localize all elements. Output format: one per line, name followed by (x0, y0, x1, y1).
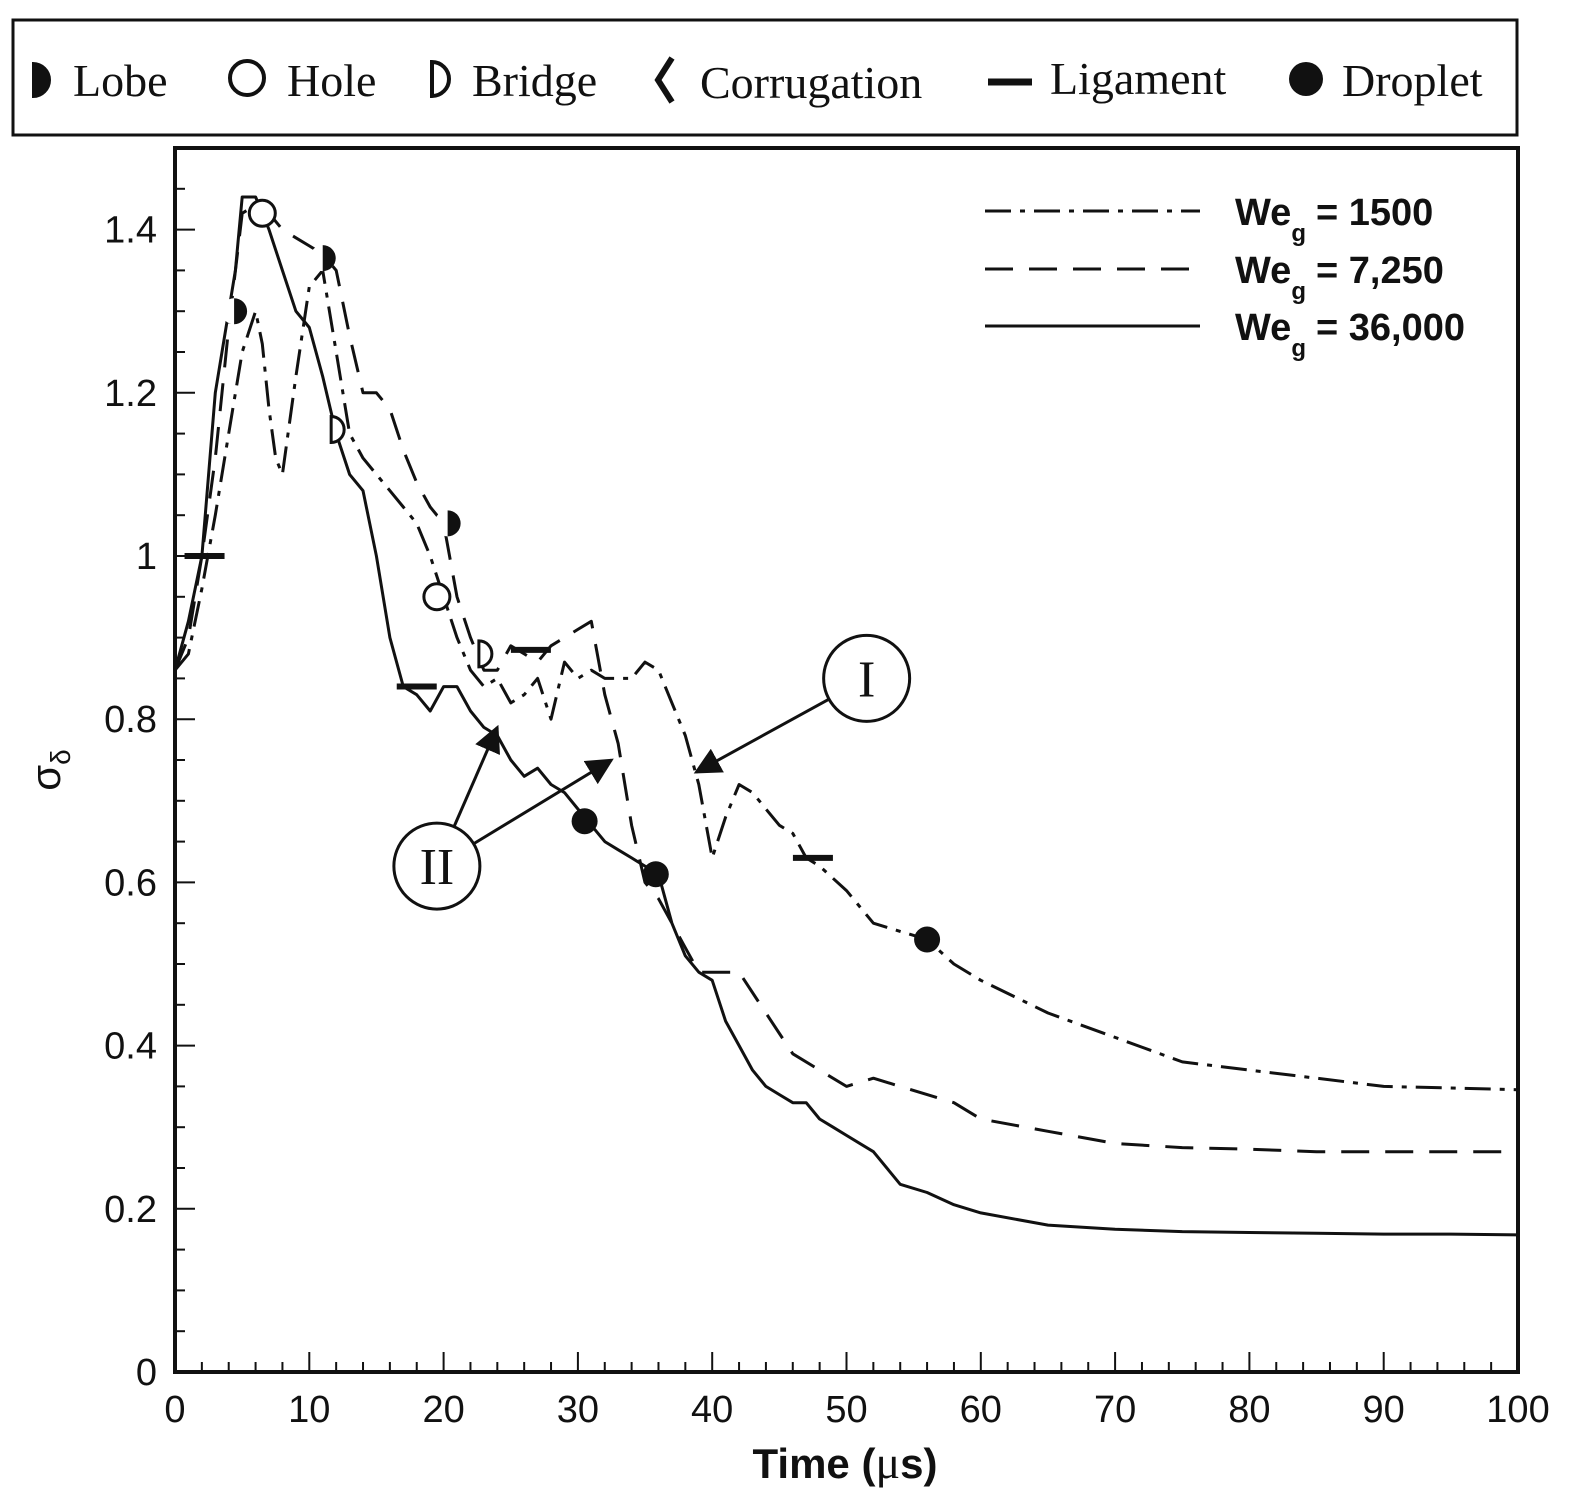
x-tick-label: 40 (691, 1389, 733, 1431)
y-axis-title-sub: δ (45, 749, 76, 765)
y-axis-title: σδ (22, 749, 76, 791)
x-tick-label: 90 (1363, 1389, 1405, 1431)
annotation-label: II (420, 839, 455, 896)
x-tick-label: 60 (960, 1389, 1002, 1431)
annotation-circle (392, 821, 482, 911)
annotation-arrow (452, 724, 500, 828)
svg-text:Weg= 7,250: Weg = 7,250 (1235, 250, 1444, 305)
droplet-legend-icon (1289, 62, 1323, 96)
y-tick-label: 1 (136, 536, 157, 578)
lobe-marker (309, 245, 336, 272)
markers-group (184, 198, 941, 953)
legend-hole-label: Hole (287, 55, 376, 106)
x-axis-title: Time (μs) (753, 1437, 938, 1488)
droplet-marker (914, 926, 941, 953)
y-tick-label: 1.2 (104, 373, 157, 415)
x-tick-label: 70 (1094, 1389, 1136, 1431)
hole-marker (422, 582, 452, 612)
lobe-marker (221, 298, 248, 325)
legend-we1500-main: We (1235, 192, 1291, 234)
legend-we36000-sub: g (1291, 335, 1306, 362)
y-axis-title-main: σ (22, 765, 69, 791)
y-tick-label: 0.8 (104, 699, 157, 741)
y-tick-label: 0.6 (104, 862, 157, 904)
svg-text:Weg= 36,000: Weg = 36,000 (1235, 307, 1465, 362)
legend-we7250-sub: g (1291, 278, 1306, 305)
annotation-label: I (858, 651, 875, 708)
annotations-group: III (392, 633, 912, 911)
legend-lobe-label: Lobe (73, 55, 168, 106)
x-tick-label: 10 (288, 1389, 330, 1431)
legend-we7250-main: We (1235, 250, 1291, 292)
lobe-marker (434, 510, 461, 537)
x-tick-label: 100 (1486, 1389, 1549, 1431)
legend-we7250-value: = 7,250 (1316, 250, 1444, 292)
y-tick-label: 0 (136, 1352, 157, 1394)
lobe-legend-icon (32, 61, 51, 99)
annotation-arrow (693, 697, 830, 774)
tick-labels: 0 10 20 30 40 50 60 70 80 90 100 0 0.2 0.4 0.6 0.8 1 1.2 1… (104, 210, 1550, 1431)
x-tick-label: 30 (557, 1389, 599, 1431)
legend-bridge-label: Bridge (472, 55, 597, 106)
bridge-marker (477, 639, 494, 669)
droplet-marker (642, 861, 669, 888)
droplet-marker (571, 808, 598, 835)
x-tick-label: 20 (422, 1389, 464, 1431)
legend-corrugation-label: Corrugation (700, 57, 922, 108)
x-axis-title-main: Time ( (753, 1440, 876, 1487)
hole-marker (247, 198, 277, 228)
x-axis-title-tail: s) (900, 1440, 937, 1487)
x-tick-label: 50 (825, 1389, 867, 1431)
legend-ligament-label: Ligament (1050, 53, 1226, 104)
x-axis-title-mu: μ (875, 1437, 900, 1488)
legend-we1500-value: = 1500 (1316, 192, 1433, 234)
legend-we1500-sub: g (1291, 220, 1306, 247)
corrugation-legend-icon (654, 56, 675, 104)
legend-we36000-value: = 36,000 (1316, 307, 1465, 349)
hole-legend-icon (228, 59, 266, 97)
legend-droplet-label: Droplet (1342, 55, 1483, 106)
svg-text:Weg= 1500: Weg = 1500 (1235, 192, 1433, 247)
y-tick-label: 0.2 (104, 1189, 157, 1231)
y-tick-label: 1.4 (104, 210, 157, 252)
legend-we36000-main: We (1235, 307, 1291, 349)
series-we1500-line (173, 268, 1519, 1092)
series-we7250-line (173, 203, 1518, 1154)
x-tick-label: 80 (1228, 1389, 1270, 1431)
y-tick-label: 0.4 (104, 1026, 157, 1068)
axis-ticks (174, 147, 1519, 1373)
bridge-marker (329, 415, 346, 445)
x-tick-label: 0 (164, 1389, 185, 1431)
series-legend: Weg = 1500 Weg = 7,250 Weg = 36,000 (985, 192, 1465, 362)
annotation-arrow (472, 758, 614, 846)
bridge-legend-icon (430, 59, 451, 99)
annotation-circle (822, 633, 912, 723)
